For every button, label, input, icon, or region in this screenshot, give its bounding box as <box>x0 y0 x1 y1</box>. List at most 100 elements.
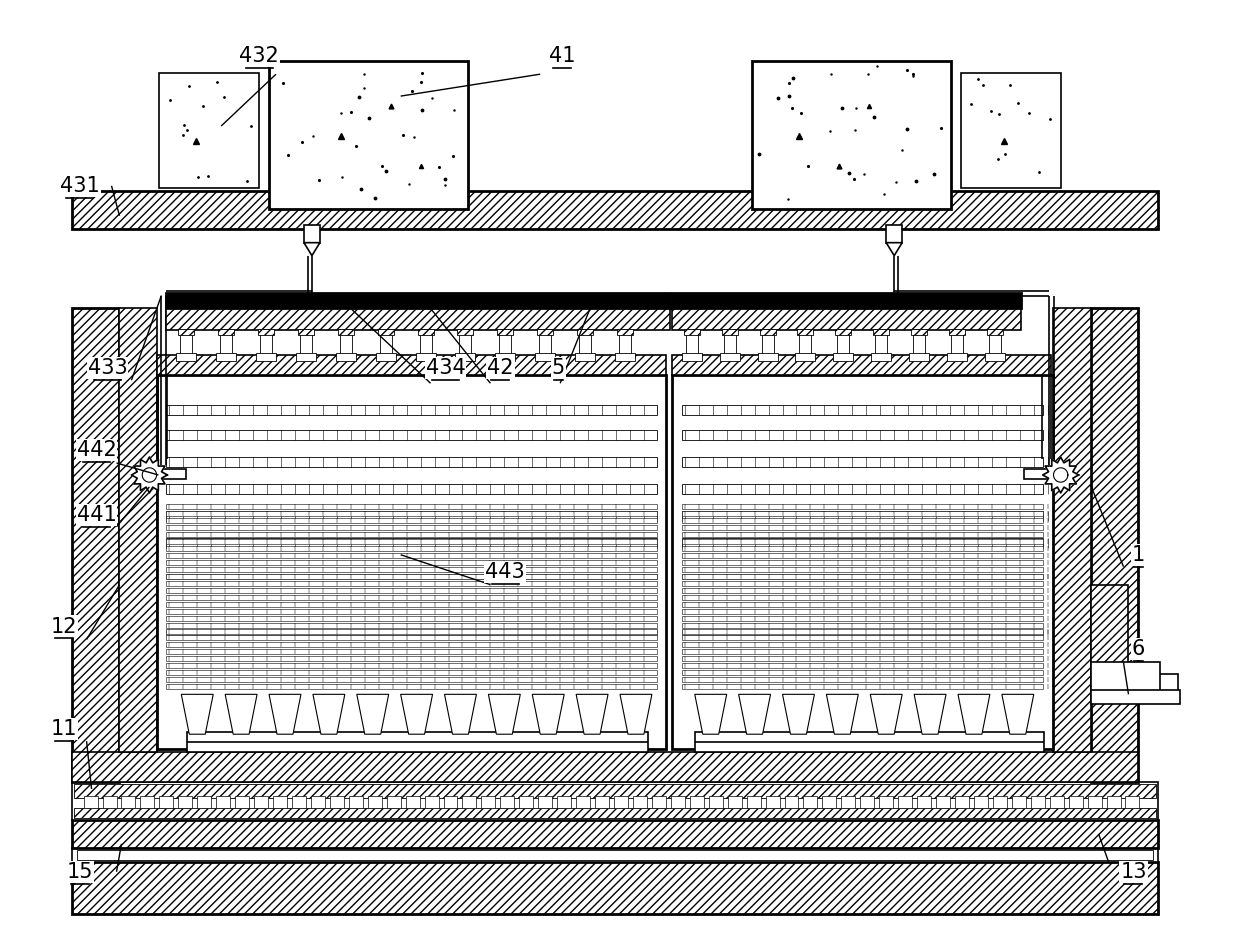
Text: 434: 434 <box>425 358 465 379</box>
Bar <box>682 511 1043 521</box>
Bar <box>985 353 1004 361</box>
Bar <box>236 796 249 808</box>
Bar <box>987 329 1003 336</box>
Text: 442: 442 <box>77 440 117 460</box>
Bar <box>166 567 657 571</box>
Bar <box>520 796 533 808</box>
Text: 42: 42 <box>487 358 513 379</box>
Bar <box>682 405 1043 415</box>
Bar <box>72 820 1158 848</box>
Bar <box>166 538 657 548</box>
Bar <box>579 329 591 355</box>
Bar <box>618 329 632 336</box>
Bar <box>614 796 627 808</box>
Bar <box>1106 796 1121 808</box>
Bar <box>166 560 657 565</box>
Bar <box>273 796 286 808</box>
Text: 433: 433 <box>88 358 128 379</box>
Bar <box>683 329 699 336</box>
Bar <box>682 615 1043 621</box>
Bar <box>166 553 657 558</box>
Bar <box>166 518 657 523</box>
Bar <box>539 329 552 355</box>
Bar <box>166 511 657 521</box>
Bar <box>72 848 1158 862</box>
Text: 15: 15 <box>67 862 93 882</box>
Bar <box>686 329 698 355</box>
Bar <box>672 375 1053 749</box>
Bar <box>330 796 343 808</box>
Bar <box>166 636 657 640</box>
Bar <box>304 224 320 243</box>
Bar <box>722 329 738 336</box>
Bar <box>458 329 474 336</box>
Bar <box>501 796 515 808</box>
Bar <box>166 525 657 530</box>
Bar <box>682 581 1043 585</box>
Bar <box>298 329 314 336</box>
Bar <box>746 796 760 808</box>
Bar <box>1012 796 1025 808</box>
Bar <box>337 329 353 336</box>
Bar <box>804 796 817 808</box>
Bar <box>682 670 1043 675</box>
Bar <box>254 796 268 808</box>
Bar <box>257 353 277 361</box>
Bar <box>166 656 657 661</box>
Bar <box>800 329 811 355</box>
Bar <box>973 796 988 808</box>
Bar <box>682 539 1043 544</box>
Polygon shape <box>914 695 946 734</box>
Bar <box>682 553 1043 558</box>
Bar <box>166 293 670 309</box>
Bar <box>376 353 396 361</box>
Bar <box>218 329 234 336</box>
Bar <box>166 609 657 613</box>
Bar <box>368 796 382 808</box>
Bar <box>166 405 657 415</box>
Polygon shape <box>782 695 815 734</box>
Bar <box>481 796 495 808</box>
Bar <box>180 329 192 355</box>
Bar <box>296 353 316 361</box>
Bar <box>682 518 1043 523</box>
Bar <box>538 796 552 808</box>
Bar <box>887 224 903 243</box>
Bar <box>595 796 609 808</box>
Polygon shape <box>1043 457 1079 493</box>
Bar <box>311 796 325 808</box>
Bar <box>836 329 852 336</box>
Polygon shape <box>489 695 521 734</box>
Text: 5: 5 <box>552 358 564 379</box>
Polygon shape <box>304 243 320 255</box>
Text: 432: 432 <box>239 46 279 66</box>
Bar <box>216 353 236 361</box>
Bar <box>166 629 657 635</box>
Bar <box>536 353 556 361</box>
Bar <box>682 457 1043 467</box>
Bar <box>415 353 435 361</box>
Bar <box>258 329 274 336</box>
Bar <box>837 329 849 355</box>
Bar <box>682 574 1043 579</box>
Bar <box>861 796 874 808</box>
Bar <box>879 796 893 808</box>
Polygon shape <box>401 695 433 734</box>
Bar <box>682 546 1043 551</box>
Bar <box>951 329 963 355</box>
Bar <box>179 329 195 336</box>
Bar <box>1030 796 1045 808</box>
Bar <box>682 642 1043 647</box>
Bar <box>166 430 657 440</box>
Bar <box>537 329 553 336</box>
Bar <box>682 601 1043 607</box>
Bar <box>936 796 950 808</box>
Bar <box>166 670 657 675</box>
Bar <box>77 850 1153 860</box>
Bar <box>873 329 889 336</box>
Bar <box>166 484 657 494</box>
Bar <box>72 309 119 782</box>
Bar <box>961 73 1060 188</box>
Bar <box>166 623 657 627</box>
Bar <box>166 595 657 599</box>
